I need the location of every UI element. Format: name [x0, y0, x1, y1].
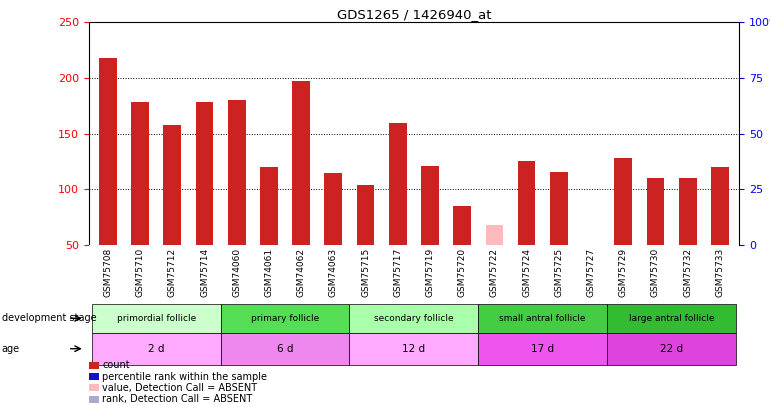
Bar	[486, 225, 504, 245]
Bar	[389, 123, 407, 245]
Text: rank, Detection Call = ABSENT: rank, Detection Call = ABSENT	[102, 394, 253, 404]
Bar	[679, 178, 697, 245]
Text: development stage: development stage	[2, 313, 96, 323]
Text: 17 d: 17 d	[531, 344, 554, 354]
Text: large antral follicle: large antral follicle	[629, 314, 715, 323]
Text: 12 d: 12 d	[402, 344, 426, 354]
Bar	[293, 81, 310, 245]
Text: 22 d: 22 d	[660, 344, 683, 354]
Bar	[196, 102, 213, 245]
Bar	[711, 167, 728, 245]
Bar	[163, 125, 181, 245]
Text: 6 d: 6 d	[276, 344, 293, 354]
Bar	[454, 206, 471, 245]
Bar	[517, 162, 535, 245]
Text: value, Detection Call = ABSENT: value, Detection Call = ABSENT	[102, 383, 257, 393]
Bar	[131, 102, 149, 245]
Bar	[357, 185, 374, 245]
Bar	[421, 166, 439, 245]
Text: 2 d: 2 d	[148, 344, 165, 354]
Bar	[550, 172, 567, 245]
Bar	[324, 173, 342, 245]
Text: percentile rank within the sample: percentile rank within the sample	[102, 372, 267, 382]
Text: primordial follicle: primordial follicle	[116, 314, 196, 323]
Text: count: count	[102, 360, 130, 370]
Text: age: age	[2, 344, 20, 354]
Title: GDS1265 / 1426940_at: GDS1265 / 1426940_at	[336, 8, 491, 21]
Text: primary follicle: primary follicle	[251, 314, 319, 323]
Bar	[228, 100, 246, 245]
Bar	[647, 178, 665, 245]
Bar	[260, 167, 278, 245]
Text: small antral follicle: small antral follicle	[500, 314, 586, 323]
Text: secondary follicle: secondary follicle	[374, 314, 454, 323]
Bar	[99, 58, 117, 245]
Bar	[614, 158, 632, 245]
